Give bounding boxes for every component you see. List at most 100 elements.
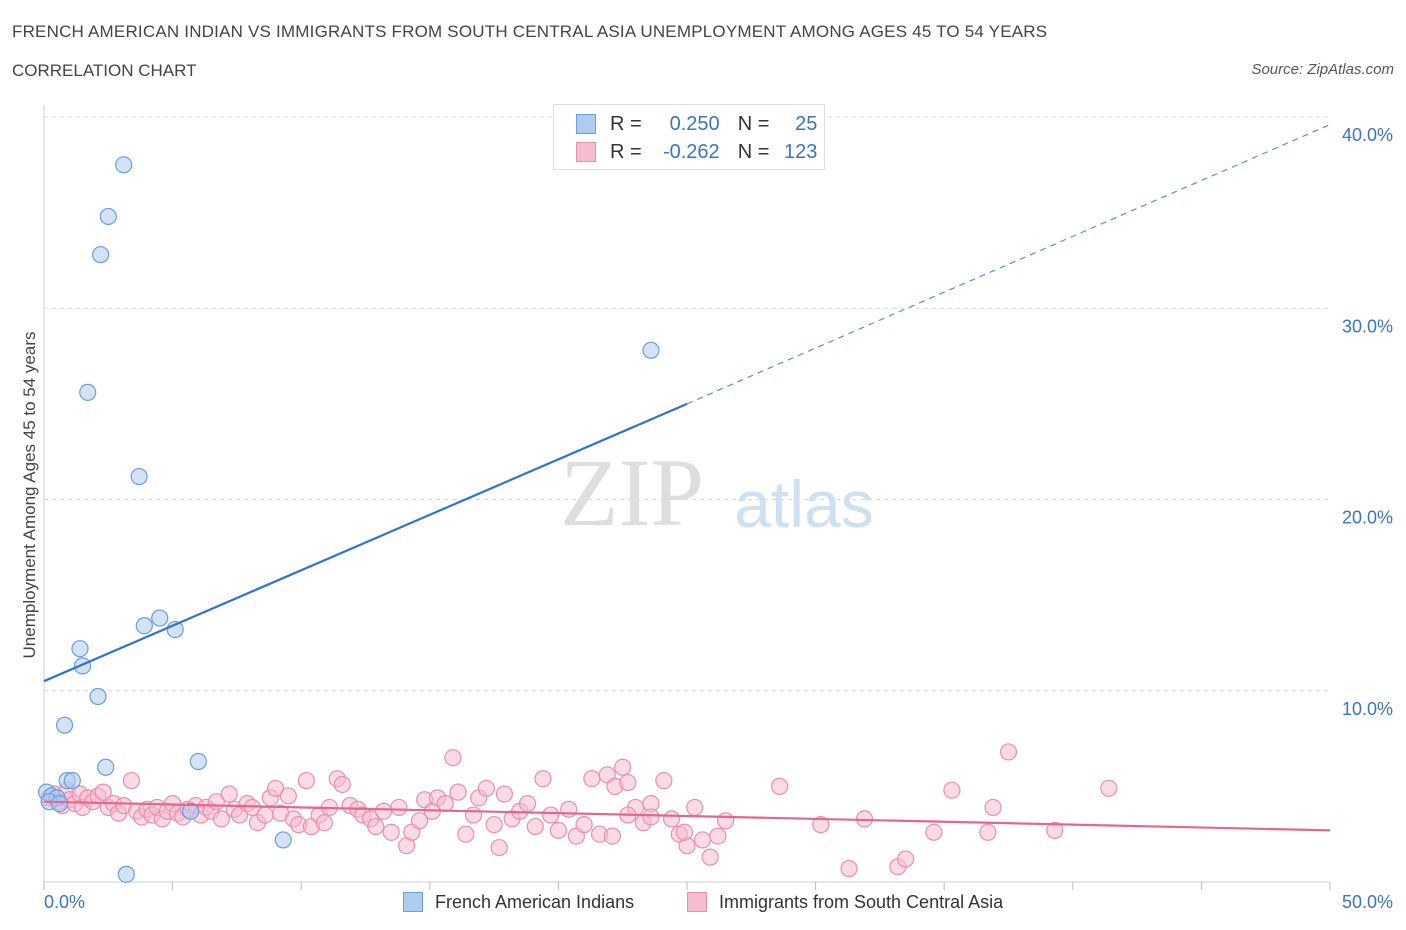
data-point [117,865,135,883]
correlation-legend: R = 0.250 N = 25 R = -0.262 N = 123 [553,104,825,170]
n-label: N = [737,140,770,163]
data-point [390,798,408,817]
data-point [464,806,483,824]
data-point [94,783,112,801]
series-french-american-indians [37,156,660,883]
n-label: N = [737,112,770,135]
data-point [925,823,943,841]
data-point [770,777,789,795]
data-point [693,831,712,849]
data-point [619,773,637,792]
data-point [984,798,1002,817]
data-point [135,617,153,635]
data-point [943,781,961,799]
data-point [542,806,560,824]
data-point [55,716,74,734]
legend-row-pink: R = -0.262 N = 123 [576,139,817,165]
data-point [151,609,169,627]
y-tick-label: 10.0% [1342,699,1393,719]
y-tick-label: 30.0% [1342,316,1393,336]
data-point [979,823,997,841]
data-point [279,787,297,805]
data-point [189,752,207,771]
data-point [182,802,200,820]
data-point [297,772,315,790]
data-point [122,772,141,790]
watermark: ZIP atlas [560,439,874,546]
data-point [686,798,704,817]
source-credit: Source: ZipAtlas.com [1251,61,1394,78]
x-tick-label: 0.0% [44,892,85,912]
data-point [812,816,830,834]
r-label: R = [610,112,642,135]
data-point [485,816,503,834]
trend-line-blue-projection [686,124,1331,405]
data-point [274,831,292,849]
data-point [367,817,385,836]
data-point [840,860,858,878]
data-point [449,783,467,801]
y-tick-label: 20.0% [1342,508,1393,528]
data-point [642,341,660,359]
data-point [115,156,133,174]
legend-item-french-american-indians: French American Indians [403,890,634,914]
r-label: R = [610,140,642,163]
legend-row-blue: R = 0.250 N = 25 [576,111,817,137]
trend-line-pink [43,800,1331,832]
legend-swatch-blue [403,892,423,912]
data-point [79,383,97,401]
trend-lines [43,124,1331,832]
data-point [91,246,110,264]
data-point [716,812,735,830]
legend-label: Immigrants from South Central Asia [719,891,1004,912]
tick-labels: 10.0% 20.0% 30.0% 40.0% 0.0% 50.0% [44,125,1393,912]
data-point [897,850,915,868]
data-point [614,758,632,776]
data-point [457,825,475,843]
legend-swatch-blue [576,114,596,134]
data-point [534,770,552,788]
chart-subtitle: CORRELATION CHART [12,61,197,80]
y-tick-label: 40.0% [1342,125,1393,145]
r-value: -0.262 [662,140,720,163]
data-point [1046,821,1064,839]
data-point [374,802,393,820]
r-value: 0.250 [669,112,720,135]
legend-label: French American Indians [435,891,635,912]
watermark-zip: ZIP [560,439,704,546]
legend-swatch-pink [576,142,596,162]
data-point [444,749,462,767]
data-point [642,808,660,826]
data-point [526,817,544,836]
data-point [518,794,537,813]
data-point [410,812,429,830]
data-point [495,785,513,803]
legend-item-immigrants-south-central-asia: Immigrants from South Central Asia [687,890,1003,914]
data-point [71,640,89,658]
data-point [212,810,231,828]
data-point [675,823,694,841]
data-point [709,827,727,845]
data-point [89,687,107,706]
watermark-atlas: atlas [734,467,873,541]
data-point [583,770,601,788]
data-point [1100,779,1118,797]
legend-swatch-pink [687,892,707,912]
data-point [999,743,1018,761]
data-point [220,785,238,803]
n-value: 123 [784,140,818,163]
trend-line-blue [43,402,688,683]
data-point [662,810,681,828]
data-point [382,823,400,841]
data-point [560,800,578,818]
data-point [549,821,568,839]
data-point [490,838,508,857]
n-value: 25 [795,112,818,135]
axes [43,105,1331,890]
data-point [50,794,69,813]
data-point [333,775,351,794]
data-point [97,758,115,776]
data-point [99,207,117,226]
data-point [655,772,673,790]
